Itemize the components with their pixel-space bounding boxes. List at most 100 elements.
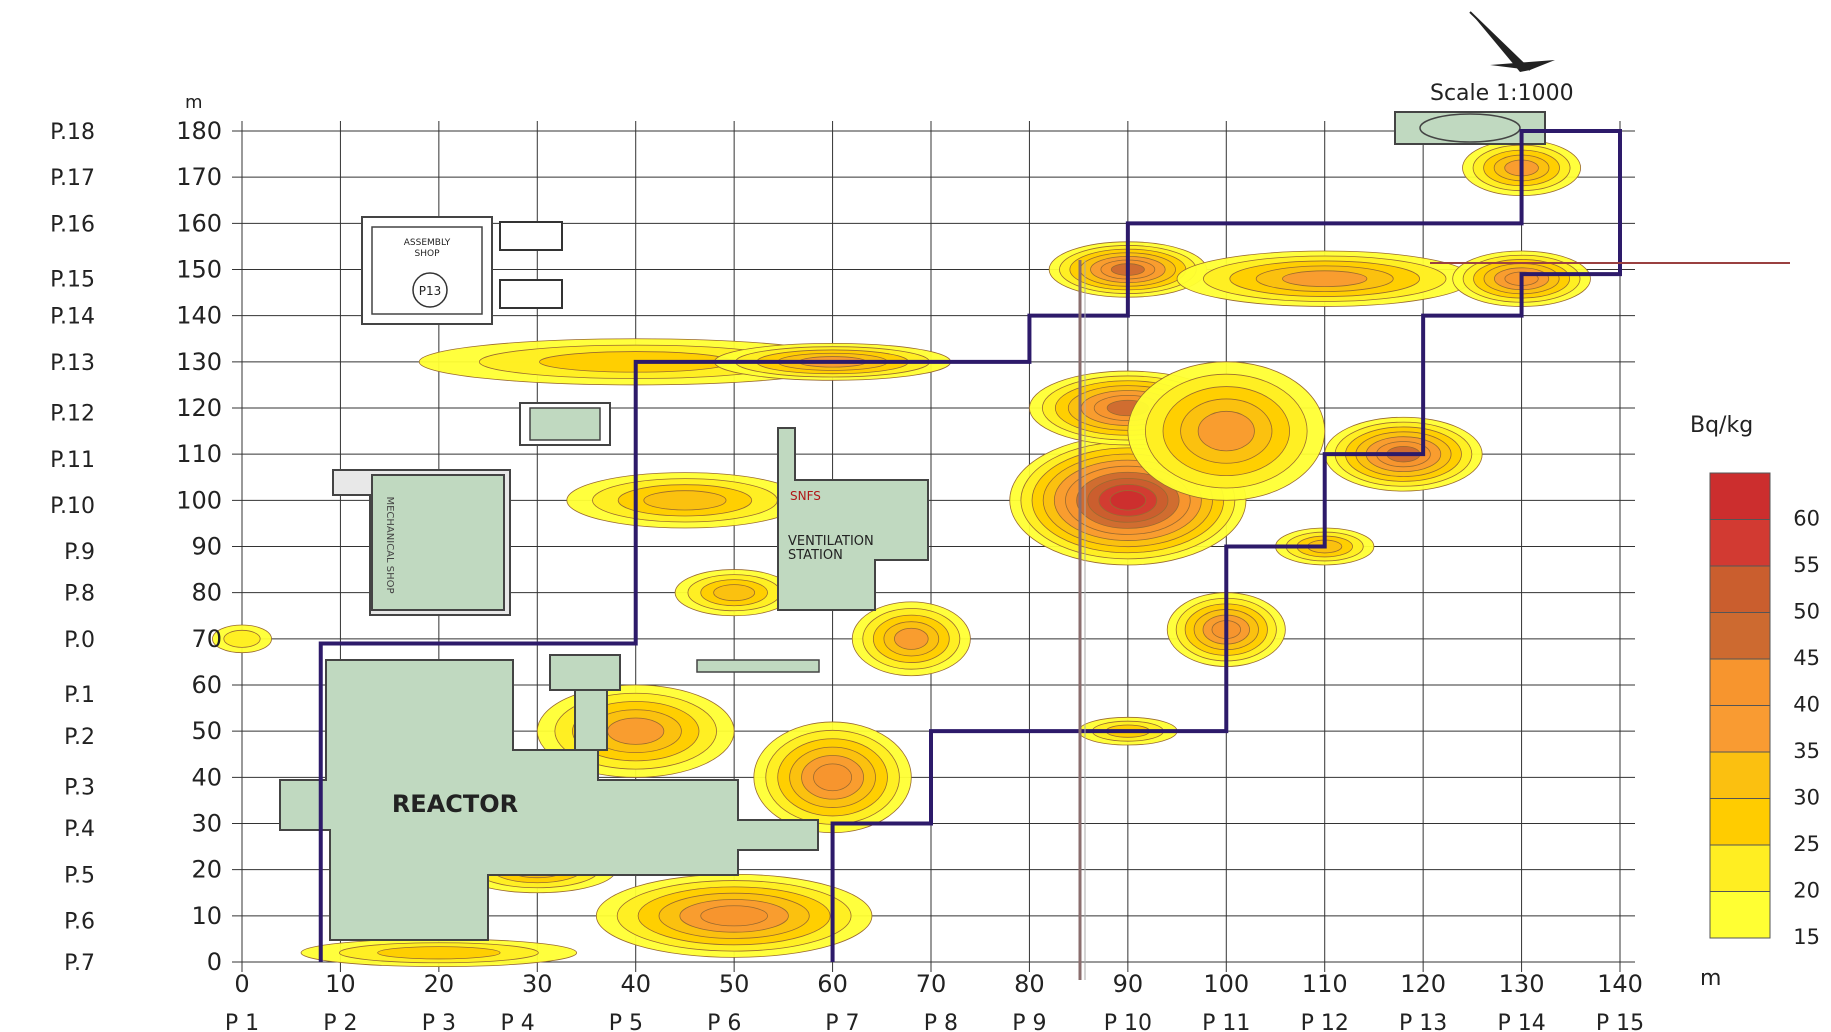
legend-value-45: 45: [1793, 646, 1820, 670]
x-tick-9: 90: [1113, 970, 1144, 998]
station-label: STATION: [788, 548, 843, 563]
survey-boundary: [318, 129, 1622, 962]
legend-value-40: 40: [1793, 693, 1820, 717]
y-tick-10: 100: [176, 486, 222, 514]
hotspot-7: [851, 601, 971, 677]
y-tick-14: 140: [176, 302, 222, 330]
hotspot-3: [566, 472, 804, 529]
row-label: P.13: [50, 351, 95, 376]
legend-swatch-60: [1709, 472, 1771, 520]
x-tick-1: 10: [325, 970, 356, 998]
column-labels: P 1 P 2 P 3 P 4 P 5 P 6 P 7 P 8 P 9 P 10 P 11 P 12 P…: [225, 1011, 1644, 1032]
legend-value-60: 60: [1793, 507, 1820, 531]
x-tick-6: 60: [817, 970, 848, 998]
col-label: P 10: [1104, 1011, 1152, 1032]
row-label: P.0: [64, 628, 95, 653]
north-arrow-icon: [1469, 11, 1555, 72]
x-tick-2: 20: [424, 970, 455, 998]
contour-11-9: [1109, 490, 1147, 511]
box-1: [499, 221, 563, 251]
col-label: P 8: [924, 1011, 958, 1032]
col-label: P 15: [1596, 1011, 1644, 1032]
assembly-label: ASSEMBLY: [404, 238, 451, 248]
contour-4-3: [713, 584, 756, 602]
hotspot-8: [595, 873, 873, 958]
legend-title: Bq/kg: [1690, 413, 1753, 438]
legend-swatch-40: [1709, 658, 1771, 706]
y-tick-16: 160: [176, 209, 222, 237]
legend-swatch-50: [1709, 565, 1771, 613]
mechanical-shop-inner: [371, 474, 505, 611]
col-label: P 9: [1012, 1011, 1046, 1032]
legend: 15 20 25 30 35 40 45 50 55 60: [1709, 472, 1820, 949]
snfs-label: SNFS: [790, 489, 821, 503]
building-layer: REACTOR SNFS VENTILATION STATION MECHANI…: [279, 111, 1546, 941]
row-label: P.3: [64, 776, 95, 801]
thin-block: [696, 659, 820, 673]
col-label: P 2: [323, 1011, 357, 1032]
col-label: P 7: [825, 1011, 859, 1032]
reactor-label: REACTOR: [392, 790, 518, 818]
legend-value-55: 55: [1793, 553, 1820, 577]
y-tick-7: 70: [191, 625, 222, 653]
row-label: P.18: [50, 120, 95, 145]
row-label: P.16: [50, 212, 95, 237]
row-label: P.11: [50, 448, 95, 473]
y-tick-2: 20: [191, 856, 222, 884]
legend-swatch-20: [1709, 844, 1771, 892]
hotspot-0: [212, 624, 272, 654]
hotspot-10: [300, 938, 578, 968]
x-tick-7: 70: [916, 970, 947, 998]
x-tick-10: 100: [1203, 970, 1249, 998]
contour-13-4: [1197, 410, 1255, 452]
hotspot-13: [1127, 361, 1326, 501]
y-tick-9: 90: [191, 533, 222, 561]
y-axis-ticks: 0 10 20 30 40 50 60 70 80 90 100 110 120 130 140 150 160…: [176, 117, 222, 976]
legend-swatch-30: [1709, 751, 1771, 799]
x-tick-8: 80: [1014, 970, 1045, 998]
hotspot-6: [753, 721, 912, 834]
x-unit: m: [1700, 966, 1721, 991]
hotspot-4: [674, 569, 794, 617]
y-tick-4: 40: [191, 763, 222, 791]
row-labels: P.18 P.17 P.16 P.15 P.14 P.13 P.12 P.11 P.10 P.9 P…: [50, 120, 95, 976]
contour-5-4: [607, 717, 665, 745]
contour-7-4: [894, 627, 929, 650]
legend-swatch-35: [1709, 705, 1771, 753]
col-label: P 13: [1399, 1011, 1447, 1032]
legend-value-25: 25: [1793, 832, 1820, 856]
y-tick-6: 60: [191, 671, 222, 699]
y-tick-3: 30: [191, 810, 222, 838]
row-label: P.15: [50, 268, 95, 293]
contour-0-1: [223, 629, 261, 648]
x-tick-5: 50: [719, 970, 750, 998]
contour-10-2: [377, 946, 501, 960]
y-tick-17: 170: [176, 163, 222, 191]
contour-6-5: [813, 763, 853, 792]
assembly-label-2: SHOP: [415, 249, 441, 259]
x-tick-13: 130: [1499, 970, 1545, 998]
x-tick-11: 110: [1302, 970, 1348, 998]
col-label: P 1: [225, 1011, 259, 1032]
top-right-tank: [1419, 113, 1521, 143]
row-label: P.12: [50, 402, 95, 427]
row-label: P.10: [50, 494, 95, 519]
legend-swatch-25: [1709, 798, 1771, 846]
col-label: P 11: [1202, 1011, 1250, 1032]
legend-swatch-55: [1709, 519, 1771, 567]
col-label: P 14: [1497, 1011, 1545, 1032]
row-label: P.8: [64, 582, 95, 607]
scale-text: Scale 1:1000: [1430, 81, 1574, 106]
y-tick-1: 10: [191, 902, 222, 930]
x-axis-ticks: 0 10 20 30 40 50 60 70 80 90 100 110 120 130 140: [234, 970, 1643, 998]
row-label: P.1: [64, 683, 95, 708]
y-tick-18: 180: [176, 117, 222, 145]
row-label: P.17: [50, 166, 95, 191]
x-tick-0: 0: [234, 970, 249, 998]
ventilation-label: VENTILATION: [788, 534, 874, 549]
y-tick-11: 110: [176, 440, 222, 468]
contour-8-5: [700, 905, 768, 927]
row-label: P.4: [64, 817, 95, 842]
contour-3-3: [643, 490, 727, 511]
